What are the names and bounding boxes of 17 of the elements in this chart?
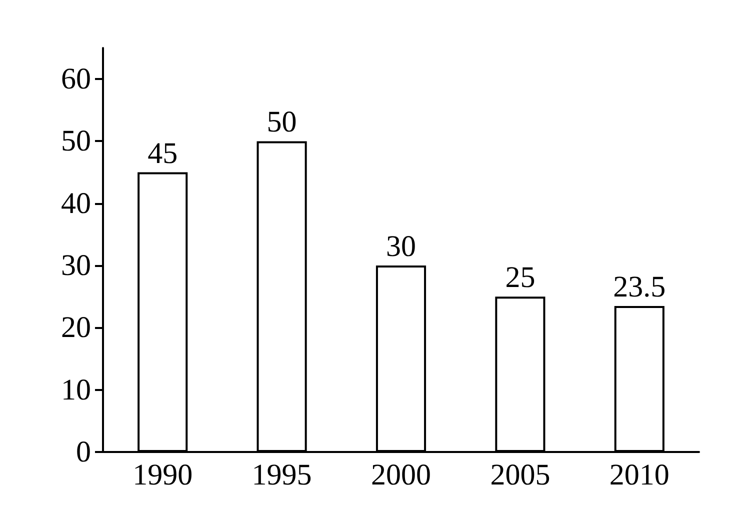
data-label: 25	[505, 261, 536, 294]
y-tick-label: 20	[61, 311, 91, 344]
data-label: 30	[386, 230, 416, 264]
y-tick-label: 10	[61, 373, 91, 406]
y-tick-label: 50	[61, 124, 91, 158]
x-tick-label: 1990	[132, 458, 193, 492]
y-tick-label: 60	[61, 62, 91, 96]
y-tick-label: 40	[61, 186, 91, 220]
x-tick-label: 2010	[609, 458, 670, 492]
data-label: 50	[266, 106, 297, 139]
data-label: 45	[148, 136, 178, 170]
y-tick-label: 30	[61, 249, 91, 282]
x-tick-label: 2000	[371, 458, 431, 492]
x-tick-label: 1995	[252, 458, 312, 492]
y-tick-label: 0	[76, 436, 91, 468]
data-label: 23.5	[613, 270, 666, 304]
x-tick-label: 2005	[490, 458, 550, 492]
